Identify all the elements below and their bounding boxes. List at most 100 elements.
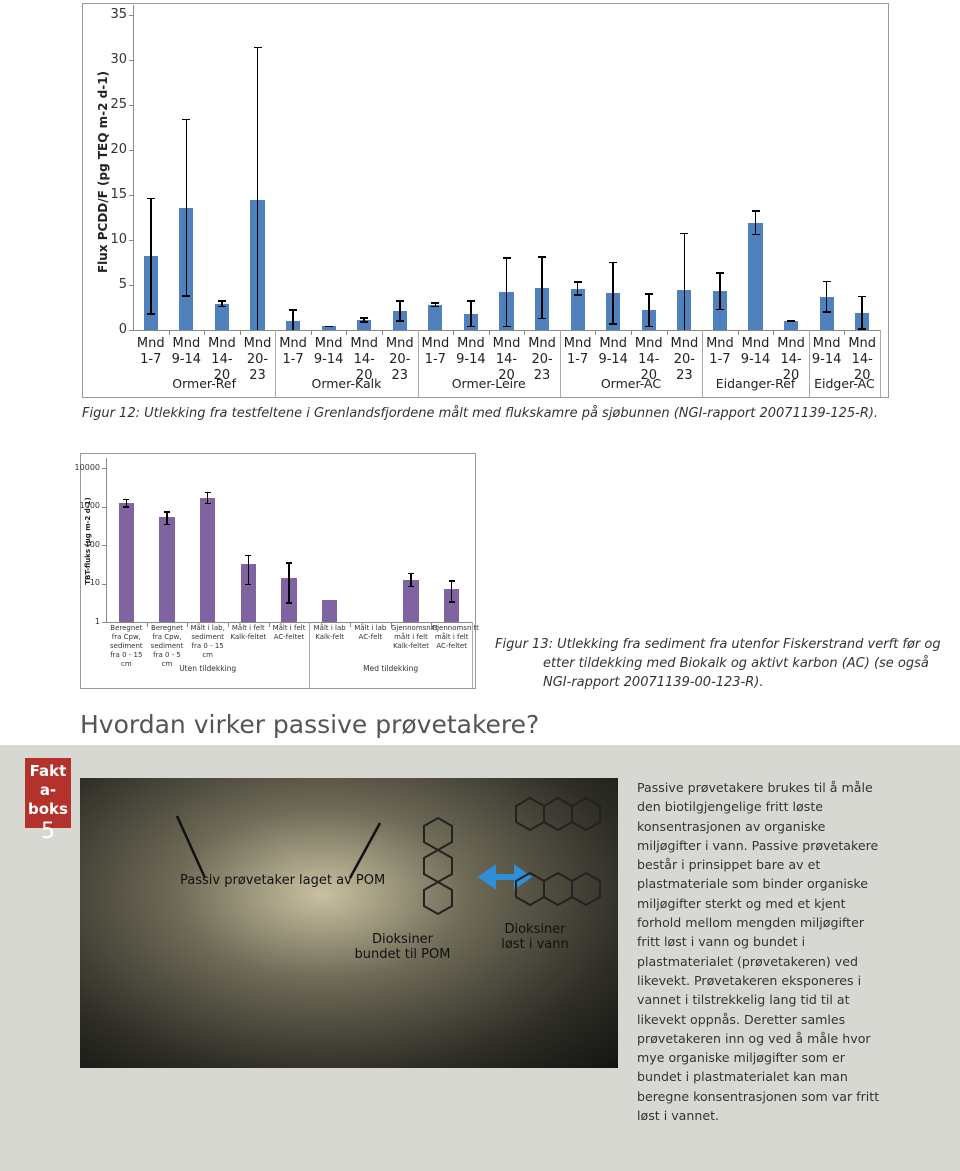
error-bar (204, 491, 211, 504)
x-tick-label: Mnd 9-14 (171, 336, 202, 367)
x-tick-label: Beregnet fra Cpw, sediment fra 0 - 5 cm (150, 624, 184, 668)
x-tick (390, 622, 392, 627)
error-bar (502, 257, 511, 328)
x-tick-label: Mnd 9-14 (598, 336, 628, 367)
x-tick (666, 330, 668, 335)
photo (80, 778, 618, 1068)
error-bar (182, 118, 191, 297)
error-bar (751, 210, 760, 236)
x-tick (595, 330, 597, 335)
y-tick (102, 545, 106, 546)
y-tick-label: 0 (118, 321, 127, 337)
x-tick-label: Mnd 9-14 (313, 336, 344, 367)
plot-area (133, 3, 880, 330)
factbox-badge: Fakta-boks 5 (25, 758, 71, 844)
x-tick-label: Mnd 20-23 (528, 336, 556, 383)
arrow (348, 822, 382, 879)
group-separator (275, 330, 277, 397)
y-tick (102, 583, 106, 585)
x-tick-label: Mnd 1-7 (279, 336, 307, 367)
bar (159, 517, 175, 622)
error-bar (609, 261, 618, 325)
group-label: Ormer-Kalk (311, 376, 382, 391)
bar (444, 588, 460, 622)
image-label: Dioksiner bundet til POM (354, 932, 451, 962)
y-tick (129, 330, 133, 331)
y-axis-label: Flux PCDD/F (pg TEQ m-2 d-1) (96, 70, 110, 273)
bar (403, 580, 419, 622)
error-bar (245, 554, 252, 586)
group-separator (559, 330, 561, 397)
bar (118, 503, 134, 622)
x-tick-label: Målt i lab AC-felt (354, 624, 387, 641)
factbox-number: 5 (41, 819, 55, 844)
group-label: Ormer-Ref (172, 376, 236, 391)
x-tick (204, 330, 206, 335)
x-tick (631, 330, 632, 335)
x-tick-label: Gjennomsnitt målt i felt AC-feltet (431, 624, 479, 650)
bar (570, 288, 585, 330)
y-tick (129, 60, 133, 61)
double-arrow (477, 864, 533, 890)
x-tick (773, 330, 775, 335)
error-bar (787, 320, 796, 322)
x-tick-label: Mnd 14-20 (492, 336, 521, 383)
y-tick (129, 105, 133, 106)
y-tick (129, 15, 133, 16)
molecule (423, 796, 601, 916)
y-tick-label: 1000 (79, 501, 100, 511)
x-tick-label: Mnd 20-23 (243, 336, 272, 383)
group-separator (880, 330, 881, 397)
group-label: Eidger-AC (814, 376, 875, 391)
x-tick (168, 330, 170, 335)
group-label: Ormer-AC (600, 376, 662, 391)
error-bar (324, 325, 333, 328)
x-axis (106, 622, 472, 623)
y-tick-label: 1 (94, 616, 100, 626)
x-tick-label: Målt i felt AC-feltet (272, 624, 306, 641)
x-tick-label: Gjennomsnitt målt i felt Kalk-feltet (391, 624, 439, 650)
x-tick (524, 330, 526, 335)
error-bar (822, 280, 831, 313)
error-bar (644, 293, 653, 328)
bar (819, 296, 834, 330)
y-axis-label: TBT-fluks (µg m-2 d-1) (84, 497, 92, 585)
image-label: Passiv prøvetaker laget av POM (180, 873, 386, 888)
error-bar (286, 562, 292, 604)
x-axis (133, 330, 880, 331)
error-bar (217, 300, 226, 308)
y-tick (102, 506, 106, 508)
error-bar (538, 256, 547, 320)
x-tick-label: Målt i lab Kalk-felt (313, 624, 346, 641)
x-tick-label: Målt i lab, sediment fra 0 - 15 cm (190, 624, 225, 659)
y-axis (133, 5, 134, 330)
x-tick-label: Mnd 14-20 (350, 336, 379, 383)
photo-overlay (175, 796, 601, 916)
x-tick (187, 622, 189, 627)
error-bar (573, 281, 582, 296)
x-tick-label: Mnd 20-23 (385, 336, 414, 383)
y-tick-label: 5 (118, 276, 127, 292)
y-tick-label: 10 (110, 231, 127, 247)
x-tick-label: Mnd 1-7 (563, 336, 592, 367)
x-tick (146, 622, 148, 627)
error-bar (289, 309, 298, 330)
y-tick-label: 10 (89, 578, 100, 588)
y-axis (106, 458, 107, 622)
group-separator (808, 330, 810, 397)
arrow (175, 815, 207, 879)
y-tick (129, 240, 133, 241)
y-tick-label: 10000 (74, 462, 100, 472)
x-tick-label: Mnd 14-20 (634, 336, 663, 383)
x-tick-label: Mnd 14-20 (208, 336, 236, 383)
y-tick-label: 35 (110, 6, 127, 22)
bar (712, 291, 728, 330)
bar (783, 321, 799, 330)
error-bar (146, 197, 155, 315)
y-tick-label: 20 (110, 141, 127, 157)
bar (748, 222, 763, 330)
group-label: Med tildekking (363, 664, 419, 673)
error-bar (253, 46, 262, 330)
x-tick (844, 330, 846, 335)
